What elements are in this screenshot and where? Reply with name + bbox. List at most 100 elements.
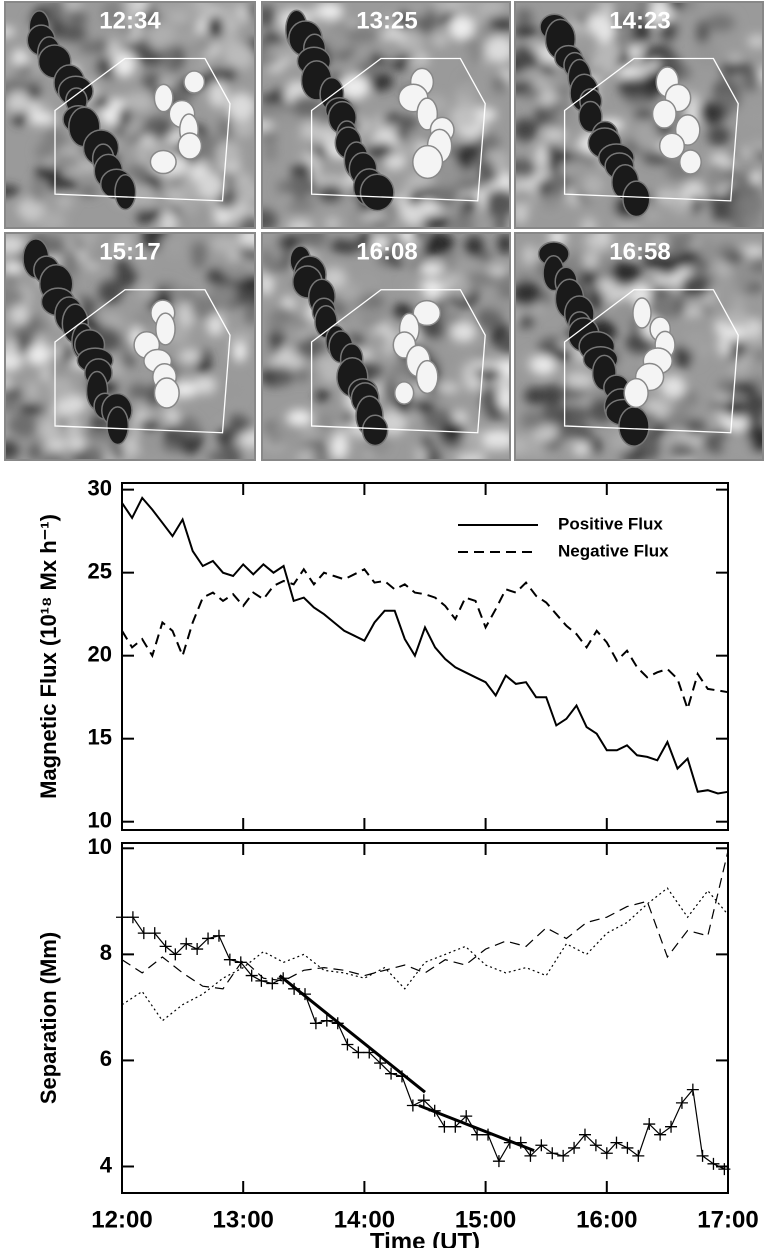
series-line <box>278 974 426 1094</box>
blob <box>612 30 635 44</box>
blob <box>580 216 597 228</box>
blob <box>470 358 493 370</box>
blob <box>717 333 731 358</box>
blob <box>382 113 401 125</box>
series-line <box>121 567 729 713</box>
blob <box>296 447 318 460</box>
cross-marker <box>169 948 182 961</box>
blob <box>745 334 763 347</box>
blob <box>128 163 151 181</box>
blob <box>463 272 492 287</box>
blob <box>531 354 557 376</box>
blob <box>421 216 451 228</box>
x-axis-label: Time (UT) <box>370 1228 480 1248</box>
blob <box>286 197 316 213</box>
magnetogram: 15:17 <box>4 232 256 461</box>
blob <box>491 74 508 94</box>
blob <box>116 233 136 259</box>
blob <box>166 430 191 444</box>
blob <box>5 286 24 311</box>
blob <box>701 175 734 188</box>
blob <box>488 264 508 278</box>
y-tick-label: 20 <box>88 641 112 666</box>
blob <box>539 384 565 407</box>
blob <box>237 183 255 204</box>
blob <box>193 375 216 395</box>
positive-blob <box>153 377 180 409</box>
blob <box>625 332 654 354</box>
cross-marker <box>610 1136 623 1149</box>
blob <box>31 177 44 204</box>
blob <box>277 234 305 249</box>
series-line <box>121 887 729 1022</box>
blob <box>297 336 328 358</box>
blob <box>346 26 378 44</box>
blob <box>407 54 426 69</box>
blob <box>210 282 237 307</box>
blob <box>165 410 180 423</box>
cross-marker <box>449 1120 462 1133</box>
blob <box>479 27 498 38</box>
blob <box>47 2 64 19</box>
cross-marker <box>718 1163 731 1176</box>
blob <box>12 111 27 126</box>
panel-time: 14:23 <box>609 7 670 34</box>
blob <box>643 398 667 414</box>
legend-label: Negative Flux <box>558 541 669 560</box>
y-tick-label: 10 <box>88 834 112 859</box>
blob <box>741 105 763 128</box>
blob <box>733 264 750 292</box>
blob <box>661 20 675 42</box>
blob <box>706 14 735 32</box>
blob <box>228 331 254 344</box>
magnetogram-panels: 12:34 13:25 14:23 15:17 16:08 16:58 <box>4 1 764 461</box>
blob <box>497 233 510 255</box>
blob <box>5 339 19 356</box>
frame <box>4 1 256 229</box>
blob <box>646 235 671 251</box>
positive-blob <box>623 377 649 409</box>
blob <box>217 117 237 139</box>
positive-blob <box>658 132 686 160</box>
blob <box>6 91 30 113</box>
cross-marker <box>524 1149 537 1162</box>
blob <box>366 142 396 159</box>
blob <box>420 437 433 449</box>
blob <box>136 429 159 453</box>
cross-marker <box>191 943 204 956</box>
blob <box>515 188 536 205</box>
blob <box>451 321 477 343</box>
blob <box>462 363 475 387</box>
positive-blob <box>651 99 677 129</box>
blob <box>61 343 75 365</box>
blob <box>115 262 138 289</box>
cross-marker <box>126 911 139 924</box>
blob <box>366 332 389 350</box>
cross-marker <box>621 1141 634 1154</box>
texture <box>515 233 763 460</box>
blob <box>262 119 274 132</box>
y-tick-label: 4 <box>100 1152 113 1177</box>
blob <box>515 118 538 142</box>
blob <box>732 381 759 397</box>
blob <box>587 12 609 36</box>
blob <box>542 127 568 141</box>
cross-marker <box>223 953 236 966</box>
cross-marker <box>654 1128 667 1141</box>
blob <box>570 250 585 271</box>
blob <box>5 185 21 197</box>
negative-blob <box>578 100 603 133</box>
blob <box>226 414 250 439</box>
y-axis-label: Separation (Mm) <box>36 932 61 1104</box>
texture <box>515 2 763 228</box>
blob <box>522 244 536 266</box>
blob <box>625 450 647 460</box>
blob <box>596 253 612 281</box>
blob <box>610 260 641 287</box>
series-line <box>418 1104 535 1152</box>
cross-marker <box>632 1149 645 1162</box>
blob <box>515 280 541 307</box>
panel-time: 12:34 <box>99 7 161 34</box>
blob <box>412 233 425 242</box>
blob <box>5 437 20 460</box>
